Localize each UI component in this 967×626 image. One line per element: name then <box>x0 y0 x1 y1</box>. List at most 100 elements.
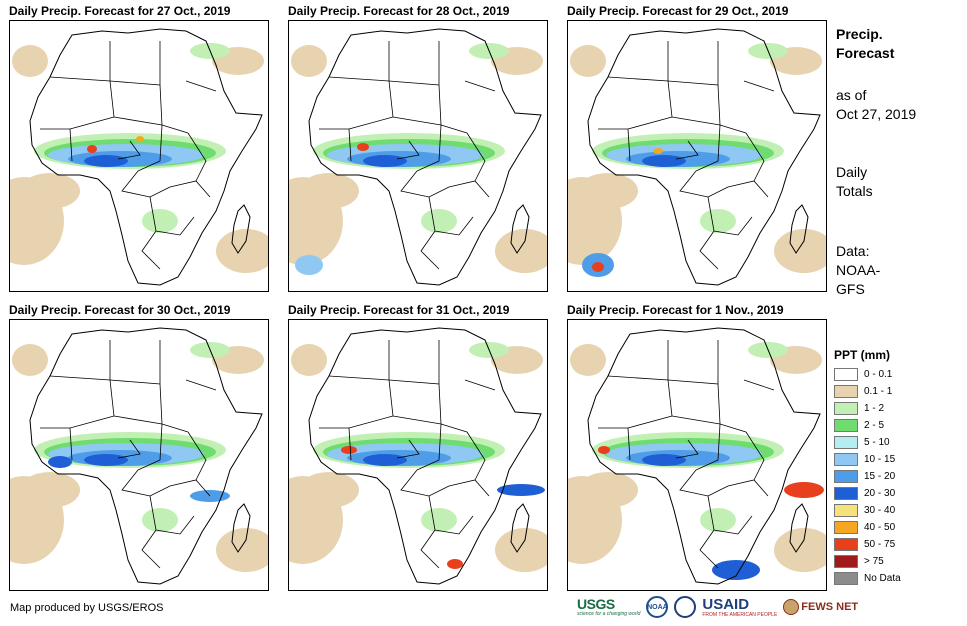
usaid-wordmark: USAID <box>702 595 750 613</box>
legend-item: 30 - 40 <box>834 502 964 519</box>
legend-label: 5 - 10 <box>864 437 890 448</box>
country-border <box>420 529 440 569</box>
country-border <box>113 415 189 433</box>
legend-swatch <box>834 368 858 381</box>
country-border <box>679 469 729 497</box>
africa-coastline <box>587 327 821 585</box>
country-border <box>466 132 486 182</box>
panel-title: Daily Precip. Forecast for 27 Oct., 2019 <box>9 4 231 18</box>
africa-coastline <box>308 327 542 585</box>
map-canvas <box>568 28 826 286</box>
country-border <box>396 140 420 160</box>
country-border <box>185 80 217 92</box>
country-border <box>699 230 719 270</box>
country-border <box>185 379 217 391</box>
country-border <box>137 423 163 471</box>
madagascar-outline <box>231 503 251 553</box>
map-canvas <box>10 28 268 286</box>
legend-swatch <box>834 487 858 500</box>
country-border <box>187 132 207 182</box>
noaa-label: NOAA <box>647 603 668 611</box>
precip-area <box>357 143 369 151</box>
africa-coastline <box>308 28 542 286</box>
country-border <box>319 116 394 130</box>
legend-item: No Data <box>834 570 964 587</box>
country-border <box>69 427 73 461</box>
africa-coastline <box>29 327 263 585</box>
country-border <box>392 116 468 134</box>
precip-area <box>578 173 638 209</box>
precip-area <box>363 454 407 466</box>
country-border <box>679 170 729 198</box>
precip-area <box>363 155 407 167</box>
precip-map <box>9 319 269 591</box>
country-border <box>448 180 490 198</box>
country-border <box>49 375 115 417</box>
precip-area <box>598 446 610 454</box>
precip-area <box>578 472 638 508</box>
legend-swatch <box>834 470 858 483</box>
legend-label: 2 - 5 <box>864 420 885 431</box>
country-border <box>671 415 747 433</box>
legend-swatch <box>834 521 858 534</box>
panel-title: Daily Precip. Forecast for 29 Oct., 2019 <box>567 4 789 18</box>
precip-area <box>216 229 268 273</box>
madagascar-outline <box>510 204 530 254</box>
precip-area <box>136 136 144 142</box>
panel-title: Daily Precip. Forecast for 1 Nov., 2019 <box>567 303 784 317</box>
country-border <box>400 170 450 198</box>
precip-area <box>299 472 359 508</box>
country-border <box>675 439 699 459</box>
legend-label: 15 - 20 <box>864 471 896 482</box>
precip-area <box>700 209 736 233</box>
legend-item: 20 - 30 <box>834 485 964 502</box>
country-border <box>464 80 496 92</box>
country-border <box>416 124 442 172</box>
fews-net-logo: FEWS NET <box>783 599 858 615</box>
noaa-seal-icon: NOAA <box>646 596 669 618</box>
legend-swatch <box>834 385 858 398</box>
country-border <box>448 479 490 497</box>
legend-label: 10 - 15 <box>864 454 896 465</box>
legend-swatch <box>834 538 858 551</box>
legend-swatch <box>834 555 858 568</box>
country-border <box>707 495 753 535</box>
map-canvas <box>568 327 826 585</box>
legend-item: 50 - 75 <box>834 536 964 553</box>
country-border <box>117 140 141 160</box>
precip-area <box>20 173 80 209</box>
usaid-tagline: FROM THE AMERICAN PEOPLE <box>702 611 778 618</box>
country-border <box>388 80 442 126</box>
country-border <box>743 379 775 391</box>
precip-area <box>495 528 547 572</box>
country-border <box>169 479 211 497</box>
usaid-logo: USAID FROM THE AMERICAN PEOPLE <box>702 597 777 618</box>
precip-area <box>142 508 178 532</box>
precip-area <box>291 344 327 376</box>
panel-title: Daily Precip. Forecast for 31 Oct., 2019 <box>288 303 510 317</box>
precip-area <box>495 229 547 273</box>
totals-line2: Totals <box>836 183 873 199</box>
precip-map <box>567 20 827 292</box>
precip-area <box>299 173 359 209</box>
country-border <box>49 76 115 118</box>
precip-map <box>288 20 548 292</box>
country-border <box>416 423 442 471</box>
side-info: Precip. Forecast <box>836 25 894 63</box>
precip-area <box>592 262 604 272</box>
precip-area <box>142 209 178 233</box>
madagascar-outline <box>231 204 251 254</box>
side-title-line2: Forecast <box>836 45 895 61</box>
legend-label: 50 - 75 <box>864 539 896 550</box>
legend-item: 40 - 50 <box>834 519 964 536</box>
precip-area <box>295 255 323 275</box>
totals-info: Daily Totals <box>836 163 873 201</box>
precip-area <box>570 45 606 77</box>
panel-title: Daily Precip. Forecast for 30 Oct., 2019 <box>9 303 231 317</box>
usaid-seal-icon <box>674 596 697 618</box>
totals-line1: Daily <box>836 164 868 180</box>
country-border <box>466 431 486 481</box>
country-border <box>671 116 747 134</box>
data-line2: NOAA- <box>836 262 881 278</box>
precip-area <box>570 344 606 376</box>
